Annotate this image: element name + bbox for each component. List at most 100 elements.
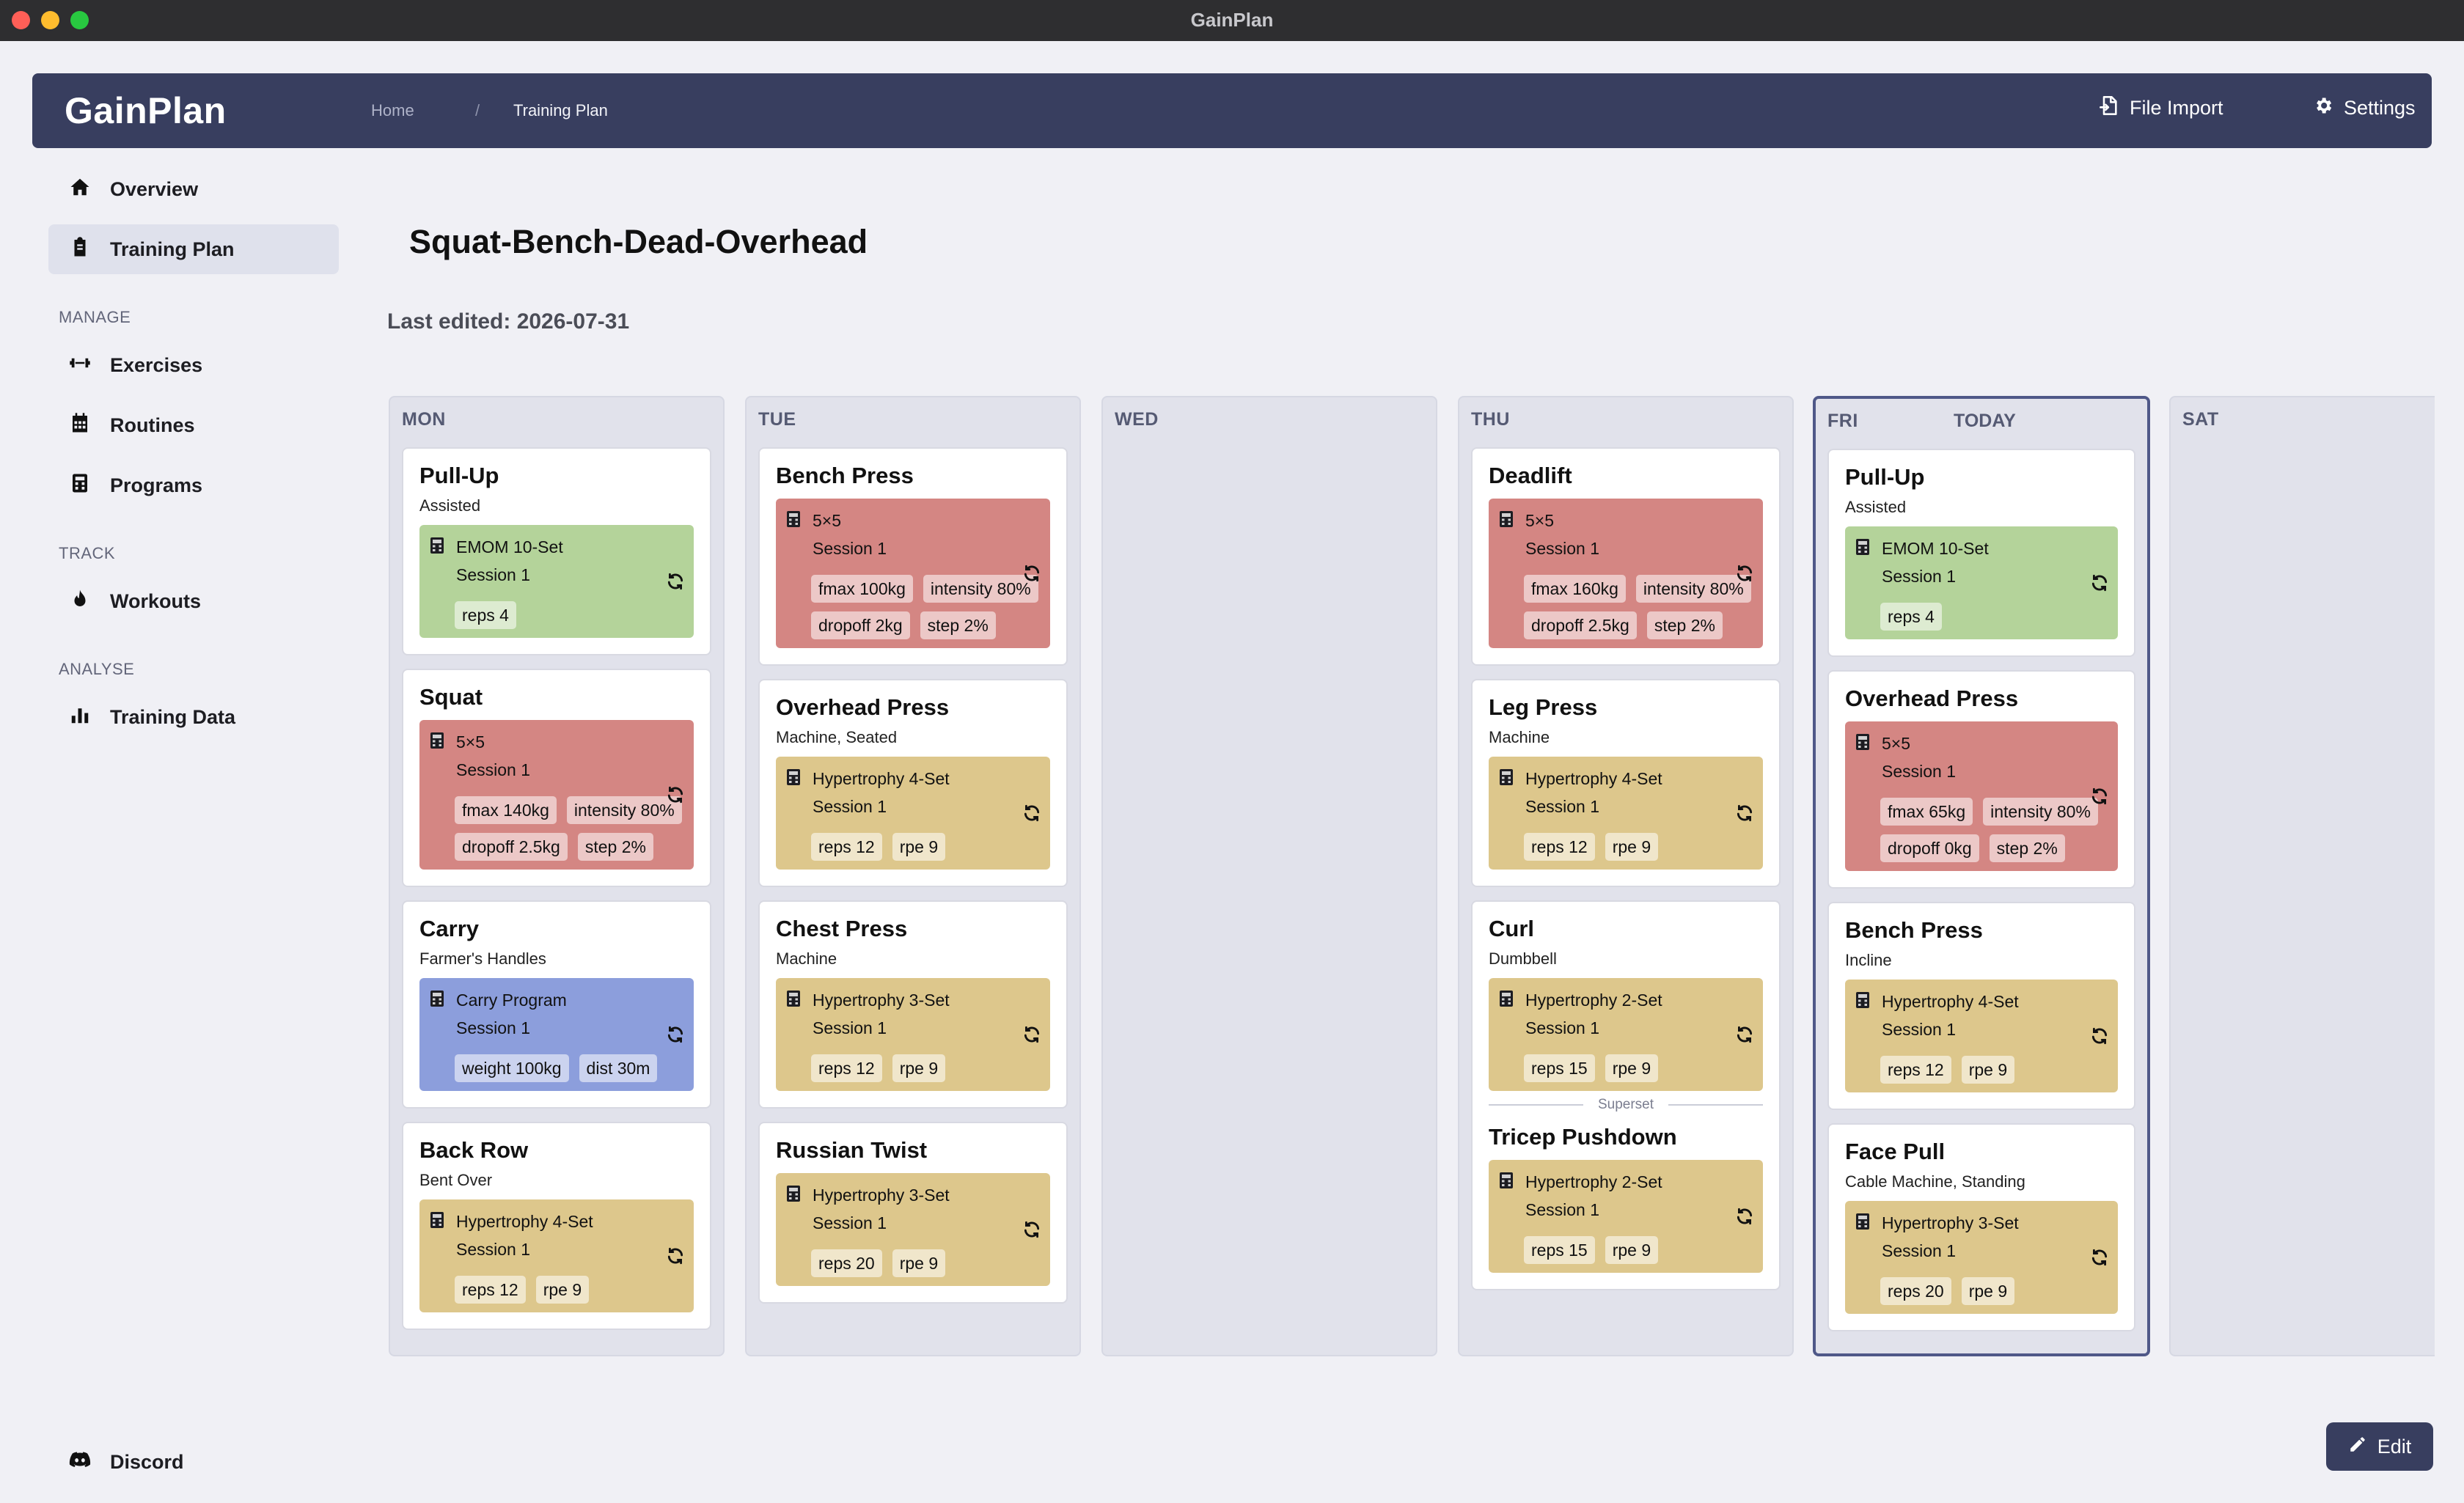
program-header: 5×5 [786,506,1040,535]
exercise-card[interactable]: Russian Twist Hypertrophy 3-Set Session 1 r… [758,1122,1068,1304]
divider-line [1489,1104,1583,1106]
refresh-icon[interactable] [1735,1025,1754,1044]
sidebar-section-manage: MANAGE [59,308,131,326]
home-icon [69,176,91,203]
param-tag: reps 12 [1524,833,1595,861]
maximize-window-button[interactable] [70,11,89,29]
exercise-card[interactable]: Leg Press Machine Hypertrophy 4-Set Session… [1471,679,1781,887]
param-tag: intensity 80% [566,796,682,824]
exercise-card[interactable]: Pull-Up Assisted EMOM 10-Set Session 1 reps … [1827,449,2135,657]
program-block[interactable]: Hypertrophy 3-Set Session 1 reps 12 rpe 9 [776,978,1050,1091]
file-import-icon [2099,95,2119,121]
refresh-icon[interactable] [1735,1207,1754,1226]
program-session: Session 1 [1525,539,1600,558]
param-tag: reps 12 [455,1276,526,1304]
exercise-card[interactable]: Overhead Press Machine, Seated Hypertrophy… [758,679,1068,887]
program-block[interactable]: Hypertrophy 4-Set Session 1 reps 12 rpe 9 [1489,757,1763,870]
refresh-icon[interactable] [1022,1220,1041,1239]
sidebar-item-programs[interactable]: Programs [48,460,339,510]
program-block[interactable]: 5×5 Session 1 fmax 100kg intensity 80% dropo… [776,499,1050,648]
program-block[interactable]: Hypertrophy 3-Set Session 1 reps 20 rpe 9 [776,1173,1050,1286]
day-column-tue: TUE Bench Press 5×5 Session 1 fmax 100kg int… [745,396,1081,1356]
sidebar-item-label: Exercises [110,353,203,376]
program-block[interactable]: 5×5 Session 1 fmax 160kg intensity 80% dropo… [1489,499,1763,648]
program-block[interactable]: EMOM 10-Set Session 1 reps 4 [1845,526,2118,639]
program-block[interactable]: Hypertrophy 4-Set Session 1 reps 12 rpe 9 [1845,980,2118,1092]
exercise-card[interactable]: Curl Dumbbell Hypertrophy 2-Set Session 1 re… [1471,900,1781,1290]
day-cards: Bench Press 5×5 Session 1 fmax 100kg intensi… [758,447,1068,1345]
discord-icon [69,1449,91,1476]
param-tag: intensity 80% [1635,575,1751,603]
exercise-card[interactable]: Chest Press Machine Hypertrophy 3-Set Sessi… [758,900,1068,1109]
window-title: GainPlan [1190,9,1274,31]
program-header: EMOM 10-Set [1855,534,2108,563]
exercise-variant: Machine [776,949,837,968]
param-tag: fmax 65kg [1880,798,1973,826]
refresh-icon[interactable] [2090,1248,2109,1267]
sidebar-section-track: TRACK [59,544,116,562]
sidebar-item-exercises[interactable]: Exercises [48,340,339,390]
app-logo[interactable]: GainPlan [65,90,227,131]
refresh-icon[interactable] [1022,564,1041,583]
program-name: 5×5 [456,732,485,752]
program-block[interactable]: Hypertrophy 2-Set Session 1 reps 15 rpe 9 [1489,1160,1763,1273]
exercise-card[interactable]: Deadlift 5×5 Session 1 fmax 160kg intensity … [1471,447,1781,666]
minimize-window-button[interactable] [41,11,59,29]
sidebar-item-overview[interactable]: Overview [48,164,339,214]
sidebar-item-workouts[interactable]: Workouts [48,576,339,626]
sidebar-item-routines[interactable]: Routines [48,400,339,450]
program-session: Session 1 [1882,762,1957,781]
program-name: 5×5 [1882,734,1911,753]
refresh-icon[interactable] [1735,804,1754,823]
refresh-icon[interactable] [666,1246,685,1265]
app-header: GainPlan Home / Training Plan File Impor… [32,73,2432,148]
program-block[interactable]: Hypertrophy 3-Set Session 1 reps 20 rpe 9 [1845,1201,2118,1314]
refresh-icon[interactable] [1022,1025,1041,1044]
calculator-icon [1855,534,1870,559]
program-block[interactable]: Hypertrophy 2-Set Session 1 reps 15 rpe 9 [1489,978,1763,1091]
program-block[interactable]: 5×5 Session 1 fmax 65kg intensity 80% dropof… [1845,721,2118,871]
breadcrumb-home[interactable]: Home [371,101,414,120]
day-column-wed[interactable]: WED [1101,396,1437,1356]
refresh-icon[interactable] [2090,573,2109,592]
settings-button[interactable]: Settings [2313,95,2416,121]
exercise-card[interactable]: Bench Press 5×5 Session 1 fmax 100kg intensi… [758,447,1068,666]
plan-title: Squat-Bench-Dead-Overhead [409,223,868,260]
calculator-icon [430,532,444,558]
day-column-sat[interactable]: SAT [2169,396,2435,1356]
exercise-card[interactable]: Squat 5×5 Session 1 fmax 140kg intensity 80%… [402,669,711,887]
sidebar-item-training-data[interactable]: Training Data [48,692,339,742]
exercise-variant: Assisted [419,496,481,515]
refresh-icon[interactable] [666,572,685,591]
exercise-card[interactable]: Overhead Press 5×5 Session 1 fmax 65kg inten… [1827,670,2135,889]
program-tags: reps 4 [1880,603,2108,631]
refresh-icon[interactable] [2090,1026,2109,1046]
refresh-icon[interactable] [2090,787,2109,806]
exercise-card[interactable]: Carry Farmer's Handles Carry Program Sessio… [402,900,711,1109]
refresh-icon[interactable] [1022,804,1041,823]
exercise-name: Russian Twist [776,1137,928,1163]
sidebar-item-discord[interactable]: Discord [48,1437,339,1487]
exercise-name: Squat [419,684,483,710]
breadcrumb-current: Training Plan [513,101,608,120]
program-block[interactable]: EMOM 10-Set Session 1 reps 4 [419,525,694,638]
refresh-icon[interactable] [1735,564,1754,583]
program-tags: reps 4 [455,601,683,629]
program-block[interactable]: Hypertrophy 4-Set Session 1 reps 12 rpe 9 [419,1199,694,1312]
param-tag: intensity 80% [923,575,1038,603]
program-block[interactable]: Carry Program Session 1 weight 100kg dist 3… [419,978,694,1091]
sidebar-item-training-plan[interactable]: Training Plan [48,224,339,274]
edit-button[interactable]: Edit [2326,1422,2433,1471]
program-header: Hypertrophy 4-Set [786,764,1040,793]
exercise-card[interactable]: Back Row Bent Over Hypertrophy 4-Set Sessio… [402,1122,711,1330]
exercise-card[interactable]: Face Pull Cable Machine, Standing Hypertro… [1827,1123,2135,1331]
close-window-button[interactable] [12,11,30,29]
program-block[interactable]: 5×5 Session 1 fmax 140kg intensity 80% dropo… [419,720,694,870]
program-tags: fmax 160kg intensity 80% dropoff 2.5kg step… [1524,575,1753,639]
program-block[interactable]: Hypertrophy 4-Set Session 1 reps 12 rpe 9 [776,757,1050,870]
refresh-icon[interactable] [666,1025,685,1044]
exercise-card[interactable]: Bench Press Incline Hypertrophy 4-Set Sessi… [1827,902,2135,1110]
file-import-button[interactable]: File Import [2099,95,2223,121]
refresh-icon[interactable] [666,785,685,804]
exercise-card[interactable]: Pull-Up Assisted EMOM 10-Set Session 1 reps … [402,447,711,655]
